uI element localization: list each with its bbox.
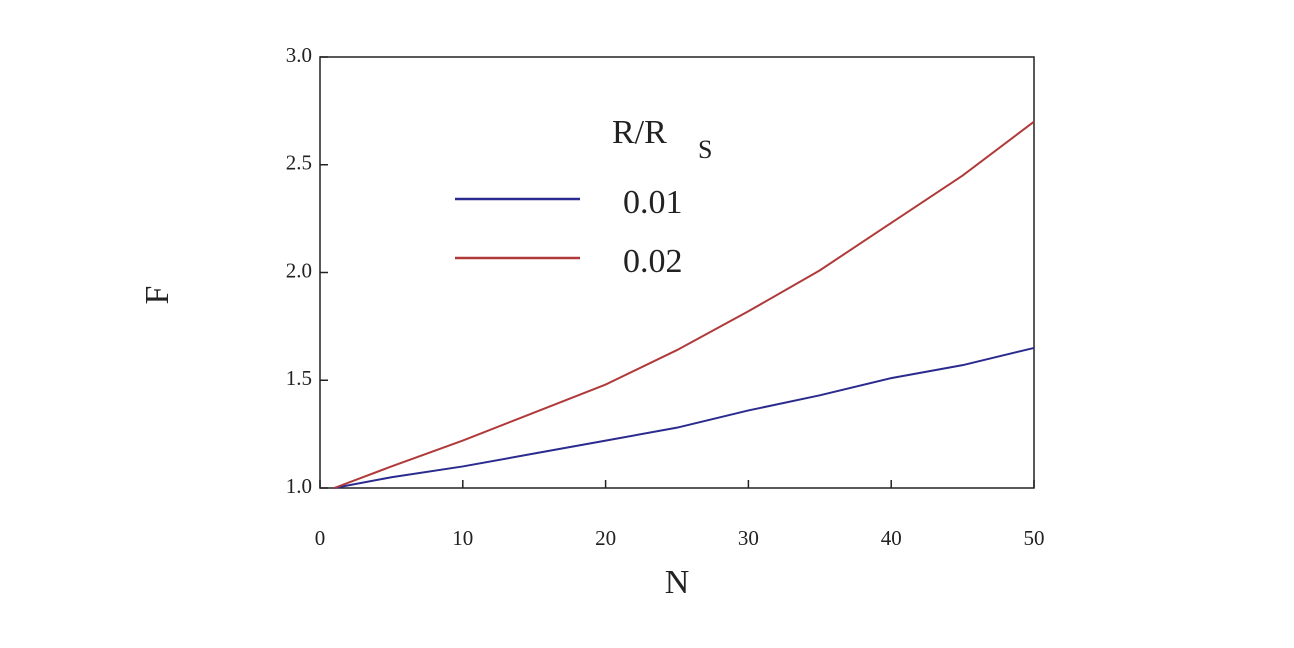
y-axis-label: F (139, 286, 176, 305)
y-tick-label: 1.5 (286, 366, 312, 390)
x-tick-label: 0 (315, 526, 326, 550)
x-tick-label: 10 (452, 526, 473, 550)
y-tick-label: 2.0 (286, 258, 312, 282)
legend-label: 0.02 (623, 243, 683, 280)
x-tick-label: 30 (738, 526, 759, 550)
y-tick-label: 1.0 (286, 474, 312, 498)
series-line (333, 120, 1035, 489)
x-tick-label: 20 (595, 526, 616, 550)
x-axis-label: N (665, 564, 690, 601)
legend-title: R/R (612, 114, 667, 151)
legend-title-subscript: S (698, 135, 712, 164)
series-line (334, 346, 1035, 489)
y-tick-label: 2.5 (286, 151, 312, 175)
x-tick-label: 50 (1024, 526, 1045, 550)
legend-label: 0.01 (623, 184, 683, 221)
y-tick-label: 3.0 (286, 43, 312, 67)
x-tick-label: 40 (881, 526, 902, 550)
